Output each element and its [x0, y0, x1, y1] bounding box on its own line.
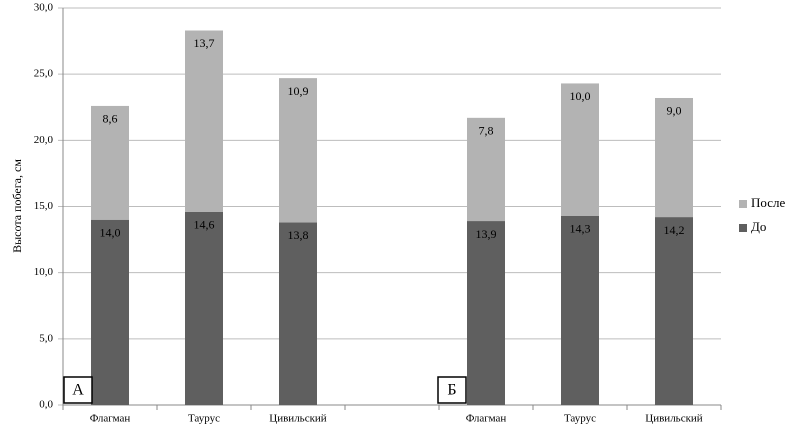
y-axis-label: Высота побега, см [10, 159, 24, 253]
annotation: А [72, 382, 84, 399]
bar-segment [279, 78, 317, 223]
bar-segment [655, 217, 693, 405]
value-label: 14,3 [570, 222, 591, 236]
value-label: 9,0 [667, 104, 682, 118]
y-tick-label: 10,0 [34, 266, 54, 278]
bar-segment [561, 215, 599, 405]
bar-segment [185, 30, 223, 212]
y-tick-label: 5,0 [39, 332, 53, 344]
bar-segment [185, 211, 223, 405]
x-tick-label: Таурус [564, 413, 596, 425]
y-tick-label: 20,0 [34, 134, 54, 146]
bar-segment [467, 117, 505, 222]
value-label: 10,9 [288, 84, 309, 98]
bar-segment [467, 221, 505, 405]
bar-segment [279, 222, 317, 405]
x-tick-label: Флагман [466, 413, 507, 425]
y-tick-label: 15,0 [34, 200, 54, 212]
value-label: 13,7 [194, 36, 215, 50]
y-tick-label: 25,0 [34, 68, 54, 80]
value-label: 14,0 [100, 225, 121, 239]
legend-label: До [751, 219, 766, 234]
bar-segment [91, 219, 129, 405]
x-tick-label: Цивильский [269, 413, 327, 425]
legend-label: После [751, 195, 785, 210]
value-label: 10,0 [570, 89, 591, 103]
bar-segment [655, 97, 693, 218]
y-tick-label: 30,0 [34, 2, 54, 14]
annotation: Б [447, 382, 456, 399]
value-label: 7,8 [479, 124, 494, 138]
value-label: 14,6 [194, 218, 215, 232]
legend-swatch [739, 224, 747, 232]
legend-swatch [739, 200, 747, 208]
y-tick-label: 0,0 [39, 399, 53, 411]
value-label: 8,6 [103, 112, 118, 126]
annotation-box [63, 376, 93, 404]
value-label: 14,2 [664, 223, 685, 237]
x-tick-label: Флагман [90, 413, 131, 425]
value-label: 13,9 [476, 227, 497, 241]
value-label: 13,8 [288, 228, 309, 242]
bar-segment [91, 105, 129, 220]
x-tick-label: Цивильский [645, 413, 703, 425]
x-tick-label: Таурус [188, 413, 220, 425]
bar-segment [561, 83, 599, 216]
annotation-box [437, 376, 467, 404]
